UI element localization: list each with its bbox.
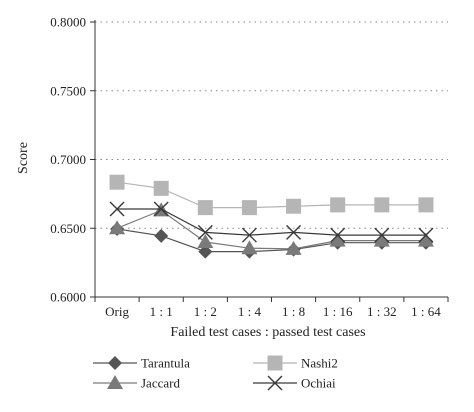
x-tick-label: 1 : 1	[150, 304, 173, 319]
x-tick-label: 1 : 16	[323, 304, 353, 319]
data-point-nashi2	[153, 180, 169, 196]
data-point-jaccard	[197, 234, 214, 248]
data-point-ochiai	[241, 227, 257, 243]
y-tick-label: 0.7000	[50, 152, 86, 167]
x-tick-label: 1 : 4	[238, 304, 262, 319]
y-tick-label: 0.6000	[50, 290, 86, 305]
x-marker-stroke	[267, 375, 283, 391]
data-point-jaccard	[109, 220, 126, 235]
legend-marker-jaccard	[107, 375, 123, 389]
x-marker-stroke	[374, 227, 390, 243]
x-marker-stroke	[418, 227, 434, 243]
legend-item-jaccard: Jaccard	[93, 375, 180, 391]
data-point-ochiai	[197, 224, 213, 240]
series-line-tarantula	[116, 228, 426, 253]
data-point-ochiai	[286, 224, 302, 240]
data-point-jaccard	[329, 232, 346, 247]
series-layer	[109, 174, 434, 259]
data-point-jaccard	[285, 240, 302, 255]
data-point-nashi2	[197, 200, 213, 216]
x-tick-labels: Orig 1 : 1 1 : 2 1 : 4 1 : 8 1 : 16 1 : 32 1 : …	[105, 304, 441, 319]
legend-label: Tarantula	[141, 356, 190, 371]
series-ochiai	[109, 201, 434, 243]
legend: Tarantula Nashi2 Jaccard Ochiai	[93, 355, 338, 391]
x-marker-stroke	[153, 201, 169, 217]
x-tick-label: 1 : 2	[194, 304, 217, 319]
legend-label: Ochiai	[301, 376, 336, 391]
data-point-tarantula	[198, 244, 213, 259]
data-point-ochiai	[374, 227, 390, 243]
series-nashi2	[109, 174, 434, 216]
legend-label: Jaccard	[141, 376, 180, 391]
y-axis-title: Score	[16, 142, 31, 174]
x-marker-stroke	[197, 224, 213, 240]
y-tick-label: 0.8000	[50, 15, 86, 30]
gridlines	[95, 21, 448, 229]
legend-label: Nashi2	[301, 356, 338, 371]
legend-marker-nashi2	[267, 355, 283, 371]
data-point-ochiai	[109, 201, 125, 217]
y-tick-label: 0.7500	[50, 83, 86, 98]
data-point-jaccard	[417, 232, 434, 247]
series-line-ochiai	[117, 208, 426, 236]
legend-item-nashi2: Nashi2	[253, 355, 338, 371]
x-marker-stroke	[241, 227, 257, 243]
data-point-nashi2	[241, 200, 257, 216]
x-tick-label: 1 : 32	[367, 304, 397, 319]
y-tick-labels: 0.6000 0.6500 0.7000 0.7500 0.8000	[50, 15, 86, 305]
legend-item-ochiai: Ochiai	[253, 376, 336, 391]
legend-item-tarantula: Tarantula	[93, 356, 190, 371]
x-tick-label: Orig	[105, 304, 129, 319]
x-tick-label: 1 : 8	[282, 304, 305, 319]
data-point-nashi2	[286, 198, 302, 214]
x-marker-stroke	[109, 201, 125, 217]
x-marker-stroke	[330, 227, 346, 243]
x-tick-label: 1 : 64	[411, 304, 441, 319]
data-point-nashi2	[374, 197, 390, 213]
data-point-ochiai	[330, 227, 346, 243]
axes	[90, 20, 449, 302]
legend-marker-tarantula	[108, 356, 122, 370]
x-marker-stroke	[286, 224, 302, 240]
data-point-ochiai	[418, 227, 434, 243]
data-point-jaccard	[241, 240, 258, 255]
data-point-nashi2	[330, 197, 346, 213]
data-point-nashi2	[418, 197, 434, 213]
data-point-jaccard	[373, 232, 390, 247]
data-point-nashi2	[109, 174, 125, 190]
data-point-ochiai	[153, 201, 169, 217]
y-tick-label: 0.6500	[50, 221, 86, 236]
x-axis-title: Failed test cases : passed test cases	[170, 325, 365, 340]
data-point-tarantula	[154, 228, 169, 243]
legend-marker-ochiai	[267, 375, 283, 391]
